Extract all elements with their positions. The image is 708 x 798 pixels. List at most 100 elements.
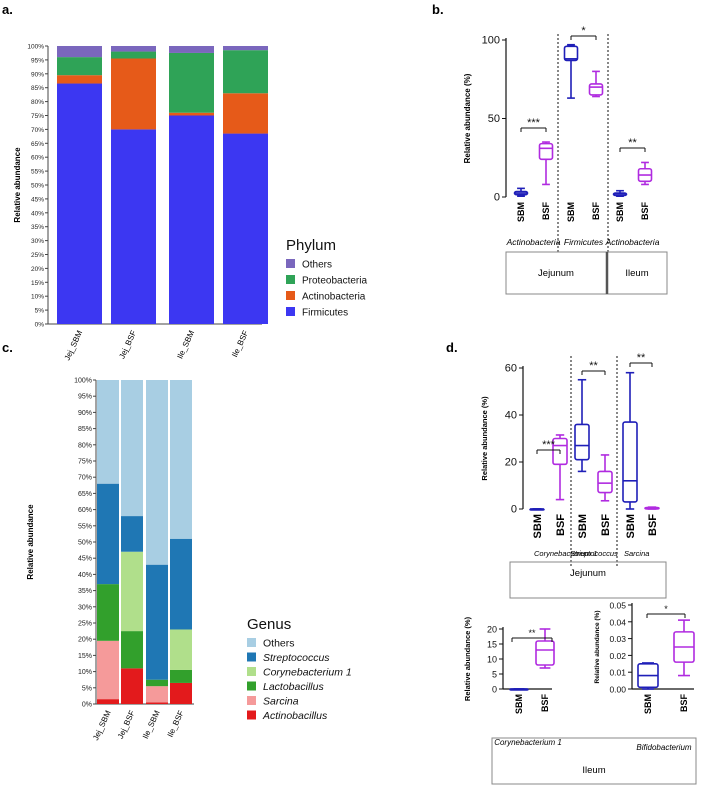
- x-tick-label-sbm: SBM: [625, 514, 637, 538]
- y-tick-label: 40%: [31, 210, 44, 217]
- y-axis-label: Relative abundance (%): [463, 73, 472, 163]
- bar-segment-actinobacteria-ile-bsf: [223, 93, 268, 134]
- x-tick-label-sbm: SBM: [516, 202, 526, 222]
- bar-segment-proteobacteria-ile-bsf: [223, 50, 268, 94]
- y-tick-label: 100: [482, 35, 500, 47]
- y-tick-label: 85%: [78, 426, 92, 433]
- y-axis-label: Relative abundance: [26, 504, 35, 580]
- y-tick-label: 25%: [31, 252, 44, 259]
- legend-label-actinobacteria: Actinobacteria: [302, 292, 366, 303]
- significance-stars: **: [528, 628, 536, 638]
- bar-segment-others-ile-sbm: [146, 380, 168, 565]
- group-corynebacterium-1-0: SBM BSF *** Corynebacterium 1: [529, 434, 597, 558]
- bar-segment-others-ile-bsf: [223, 46, 268, 51]
- group-sarcina-2: SBM BSF ** Sarcina: [622, 352, 660, 558]
- x-tick-label-sbm: SBM: [532, 514, 544, 538]
- y-tick-label: 70%: [78, 475, 92, 482]
- legend-label-corynebacterium-1: Corynebacterium 1: [263, 667, 352, 679]
- y-tick-label: 45%: [78, 556, 92, 563]
- y-tick-label: 65%: [31, 141, 44, 148]
- section-box-ileum: [491, 737, 697, 785]
- y-tick-label: 5%: [35, 308, 45, 315]
- bar-segment-others-ile-bsf: [170, 380, 192, 539]
- panel-label-d: d.: [446, 340, 458, 355]
- box-bsf: [597, 470, 613, 494]
- y-tick-label: 75%: [78, 459, 92, 466]
- bar-segment-actinobacteria-ile-sbm: [169, 112, 214, 116]
- y-tick-label: 0: [494, 192, 500, 204]
- y-tick-label: 60%: [31, 155, 44, 162]
- significance-stars: *: [581, 25, 586, 37]
- y-tick-label: 50%: [78, 540, 92, 547]
- taxon-label: Corynebacterium 1: [494, 738, 562, 747]
- y-tick-label: 30%: [78, 604, 92, 611]
- section-label-jejunum: Jejunum: [570, 568, 606, 579]
- bar-segment-others-jej-sbm: [97, 380, 119, 484]
- bar-segment-lactobacillus-jej-bsf: [121, 631, 143, 669]
- box-sbm: [563, 45, 579, 62]
- taxon-label: Bifidobacterium: [636, 743, 691, 752]
- y-tick-label: 15%: [31, 280, 44, 287]
- x-tick-label-bsf: BSF: [540, 693, 550, 712]
- bar-segment-actinobacteria-jej-bsf: [111, 58, 156, 130]
- legend-label-proteobacteria: Proteobacteria: [302, 276, 367, 287]
- bar-segment-streptococcus-ile-sbm: [146, 564, 168, 680]
- y-tick-label: 55%: [31, 169, 44, 176]
- x-tick-label: Jej_SBM: [63, 329, 85, 362]
- box-sbm: [622, 421, 638, 503]
- bar-segment-others-ile-sbm: [169, 46, 214, 53]
- y-tick-label: 20: [487, 625, 497, 635]
- legend-label-others: Others: [302, 260, 332, 271]
- legend-swatch-streptococcus: [247, 652, 256, 662]
- y-axis-label: Relative abundance: [13, 147, 22, 223]
- x-tick-label-bsf: BSF: [647, 514, 659, 536]
- legend-swatch-others: [247, 638, 256, 647]
- y-tick-label: 10%: [31, 294, 44, 301]
- legend: Phylum Others Proteobacteria Actinobacteria…: [286, 237, 367, 319]
- x-tick-label: Jej_SBM: [91, 709, 113, 742]
- y-axis-label: Relative abundance (%): [594, 611, 601, 684]
- group-taxon-label: Firmicutes: [564, 237, 604, 247]
- x-tick-label-bsf: BSF: [679, 693, 689, 712]
- x-tick-label-bsf: BSF: [591, 201, 601, 220]
- bar-segment-lactobacillus-ile-sbm: [146, 679, 168, 687]
- y-tick-label: 30%: [31, 238, 44, 245]
- significance-stars: **: [637, 352, 646, 364]
- group-taxon-label: Sarcina: [624, 549, 649, 558]
- x-tick-label: Ile_SBM: [141, 709, 162, 741]
- bar-segment-lactobacillus-ile-bsf: [170, 669, 192, 683]
- y-tick-label: 0%: [82, 702, 92, 709]
- y-tick-label: 60%: [78, 507, 92, 514]
- legend-swatch-corynebacterium-1: [247, 667, 256, 676]
- x-tick-label: Ile_BSF: [166, 709, 186, 739]
- section-label-ileum: Ileum: [625, 268, 648, 279]
- legend-swatch-others: [286, 259, 295, 268]
- bar-segment-streptococcus-jej-sbm: [97, 483, 119, 585]
- y-tick-label: 100%: [27, 44, 44, 51]
- y-tick-label: 0.03: [609, 634, 626, 644]
- y-tick-label: 10%: [78, 669, 92, 676]
- y-tick-label: 40%: [78, 572, 92, 579]
- y-tick-label: 0: [511, 504, 517, 516]
- panel-d-ileum-bifidobacterium-boxplot: 0.00 0.01 0.02 0.03 0.04 0.05 Relative abundan…: [491, 601, 697, 785]
- bar-segment-firmicutes-ile-sbm: [169, 115, 214, 324]
- legend-swatch-sarcina: [247, 696, 256, 705]
- y-tick-label: 85%: [31, 85, 44, 92]
- panel-label-a: a.: [2, 2, 13, 17]
- y-tick-label: 0.05: [609, 601, 626, 611]
- group-firmicutes-1: SBM BSF * Firmicutes: [563, 25, 604, 247]
- y-tick-label: 20: [505, 457, 517, 469]
- y-tick-label: 50%: [31, 183, 44, 190]
- bar-segment-others-jej-sbm: [57, 46, 102, 58]
- bar-segment-sarcina-ile-sbm: [146, 686, 168, 703]
- x-tick-label-sbm: SBM: [643, 694, 653, 714]
- bar-segment-firmicutes-ile-bsf: [223, 133, 268, 324]
- bar-segment-actinobacillus-ile-sbm: [146, 702, 168, 704]
- legend-swatch-firmicutes: [286, 307, 295, 316]
- bar-segment-actinobacillus-ile-bsf: [170, 682, 192, 704]
- y-tick-label: 35%: [31, 224, 44, 231]
- x-tick-label: Ile_SBM: [175, 329, 196, 361]
- y-tick-label: 45%: [31, 196, 44, 203]
- legend-label-lactobacillus: Lactobacillus: [263, 681, 324, 693]
- legend-swatch-proteobacteria: [286, 275, 295, 284]
